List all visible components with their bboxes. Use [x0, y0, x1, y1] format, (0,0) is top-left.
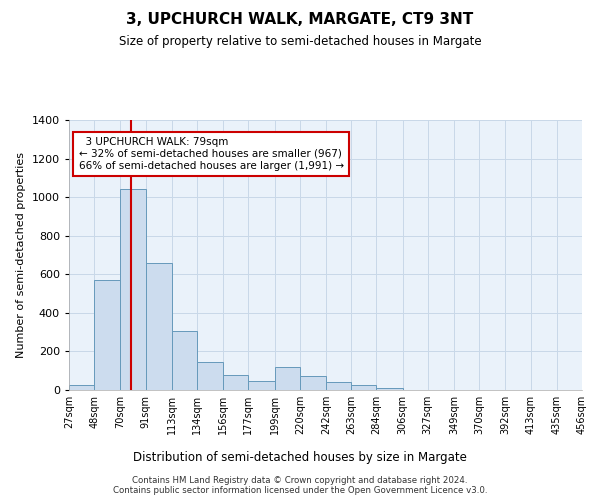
Bar: [300, 376, 326, 390]
Bar: [69, 385, 94, 390]
Bar: [326, 382, 351, 390]
Bar: [121, 190, 146, 390]
Bar: [94, 280, 121, 390]
Text: Contains HM Land Registry data © Crown copyright and database right 2024.
Contai: Contains HM Land Registry data © Crown c…: [113, 476, 487, 495]
Bar: [146, 262, 172, 390]
Text: Distribution of semi-detached houses by size in Margate: Distribution of semi-detached houses by …: [133, 451, 467, 464]
Bar: [351, 385, 376, 390]
Bar: [248, 382, 275, 390]
Y-axis label: Number of semi-detached properties: Number of semi-detached properties: [16, 152, 26, 358]
Text: Size of property relative to semi-detached houses in Margate: Size of property relative to semi-detach…: [119, 35, 481, 48]
Bar: [376, 388, 403, 390]
Bar: [172, 331, 197, 390]
Bar: [223, 374, 248, 390]
Text: 3, UPCHURCH WALK, MARGATE, CT9 3NT: 3, UPCHURCH WALK, MARGATE, CT9 3NT: [127, 12, 473, 28]
Bar: [275, 367, 300, 390]
Text: 3 UPCHURCH WALK: 79sqm
← 32% of semi-detached houses are smaller (967)
66% of se: 3 UPCHURCH WALK: 79sqm ← 32% of semi-det…: [79, 138, 344, 170]
Bar: [197, 362, 223, 390]
